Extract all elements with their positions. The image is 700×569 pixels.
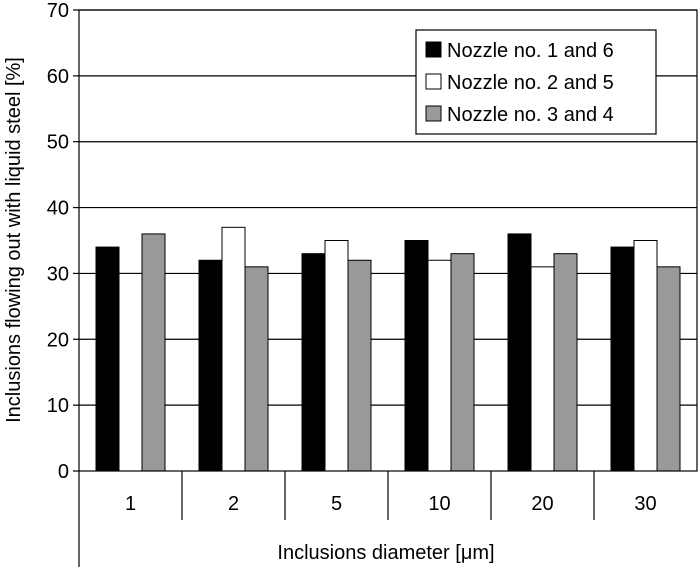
legend-swatch [425,105,442,122]
bar [530,266,555,472]
bar [427,259,452,472]
x-axis-title: Inclusions diameter [μm] [277,542,494,564]
legend-swatch [425,73,442,90]
x-category-label: 20 [531,493,553,515]
bar [450,253,475,472]
y-tick-label: 0 [58,461,69,483]
legend-swatch [425,41,442,58]
bar [347,259,372,472]
y-tick-label: 60 [47,66,69,88]
y-tick-label: 40 [47,198,69,220]
x-category-label: 10 [428,493,450,515]
bar [610,246,635,472]
x-category-label: 30 [634,493,656,515]
x-category-label: 5 [331,493,342,515]
legend-box [415,29,657,135]
bar [553,253,578,472]
y-tick-label: 50 [47,132,69,154]
legend-label: Nozzle no. 1 and 6 [447,40,614,62]
legend-label: Nozzle no. 2 and 5 [447,72,614,94]
bar [324,240,349,472]
y-tick-label: 30 [47,263,69,285]
y-tick-labels: 0 10 20 30 40 50 60 70 [47,0,69,483]
y-tick-label: 70 [47,0,69,22]
y-tick-label: 20 [47,329,69,351]
bar [244,266,269,472]
bar [118,272,143,472]
bar [95,246,120,472]
bar [221,226,246,472]
bar [507,233,532,472]
bar [404,240,429,472]
legend: Nozzle no. 1 and 6 Nozzle no. 2 and 5 Nozz… [415,29,657,135]
legend-label: Nozzle no. 3 and 4 [447,104,614,126]
bars [95,226,681,472]
x-category-labels: 1 2 5 10 20 30 [125,493,657,515]
bar [141,233,166,472]
y-axis-title: Inclusions flowing out with liquid steel… [3,57,25,423]
x-category-label: 2 [228,493,239,515]
bar [301,253,326,472]
axes [78,9,698,567]
bar [198,259,223,472]
y-tick-label: 10 [47,395,69,417]
bar [656,266,681,472]
bar [633,240,658,472]
x-category-label: 1 [125,493,136,515]
